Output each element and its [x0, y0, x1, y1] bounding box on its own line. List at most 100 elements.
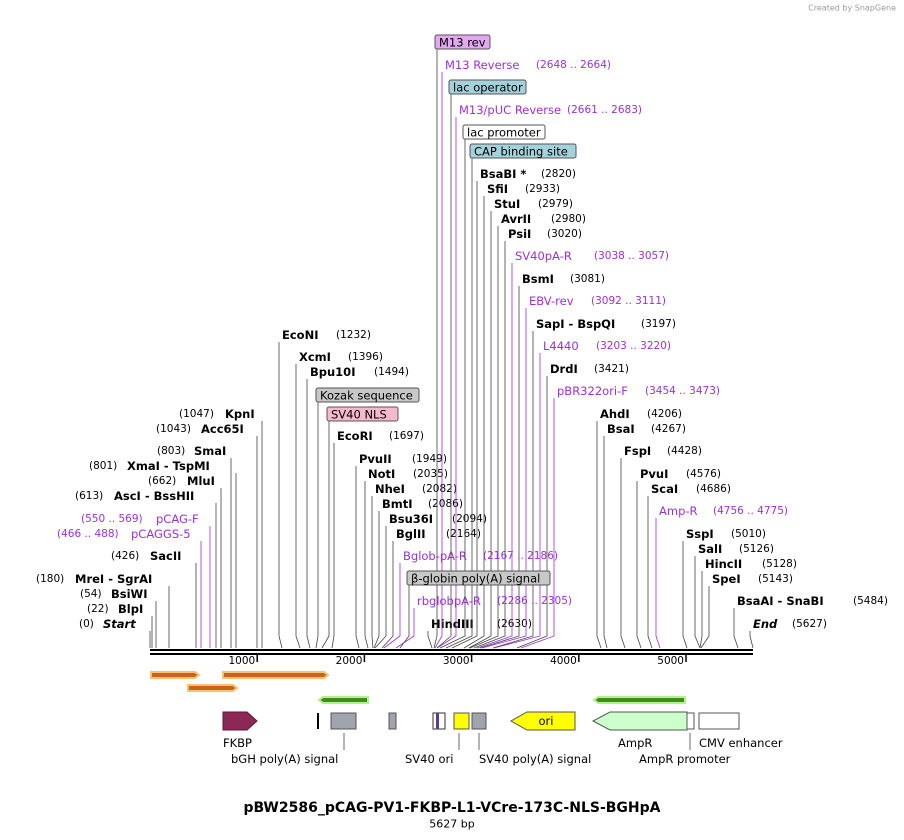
enzyme-name: HincII: [705, 557, 742, 571]
enzyme-position: (1396): [348, 351, 383, 363]
enzyme-position: (5143): [758, 573, 793, 585]
connector: [306, 379, 311, 649]
enzyme-name: SfiI: [487, 182, 508, 196]
connector: [476, 263, 513, 649]
enzyme-name: BglII: [396, 527, 426, 541]
primer-range: (2648 .. 2664): [536, 59, 611, 71]
connector: [700, 586, 710, 649]
ruler-label: 2000: [336, 655, 363, 667]
ruler-line: [150, 653, 753, 655]
connector: [374, 526, 387, 649]
primer-name: EBV-rev: [529, 294, 574, 308]
connector: [516, 376, 548, 649]
enzyme-position: (5627): [792, 618, 827, 630]
connector: [492, 331, 534, 649]
enzyme-position: (2933): [525, 183, 560, 195]
enzyme-name: PvuI: [640, 467, 668, 481]
feature-box: [448, 79, 527, 95]
enzyme-name: NotI: [368, 467, 395, 481]
enzyme-name: Acc65I: [201, 422, 244, 436]
enzyme-position: (2820): [541, 168, 576, 180]
feature-sv40-ori: [453, 712, 470, 730]
ruler-label: 1000: [228, 655, 255, 667]
feature-label: ori: [539, 714, 554, 728]
enzyme-name: Bpu10I: [310, 365, 355, 379]
primer-name: rbglobpA-R: [417, 594, 481, 608]
enzyme-position: (426): [111, 550, 139, 562]
connector: [433, 49, 438, 649]
feature-box-label: lac promoter: [467, 126, 541, 140]
enzyme-position: (1494): [374, 366, 409, 378]
enzyme-name: HindIII: [431, 617, 474, 631]
primer-name: M13 Reverse: [445, 58, 519, 72]
enzyme-position: (4267): [651, 423, 686, 435]
enzyme-name: BsaAI - SnaBI: [737, 594, 824, 608]
feature-ori: [509, 711, 576, 731]
enzyme-position: (5126): [739, 543, 774, 555]
primer-arrow: [150, 671, 201, 679]
enzyme-name: MreI - SgrAI: [75, 572, 152, 586]
primer-range: (466 .. 488): [57, 528, 119, 540]
enzyme-position: (4576): [686, 468, 721, 480]
ruler-label: 4000: [550, 655, 577, 667]
title: pBW2586_pCAG-PV1-FKBP-L1-VCre-173C-NLS-B…: [244, 800, 661, 816]
feature-label: AmpR: [618, 736, 652, 750]
connector: [636, 481, 642, 649]
connector: [395, 608, 415, 649]
feature-label: SV40 poly(A) signal: [479, 752, 591, 766]
enzyme-name: AhdI: [600, 407, 630, 421]
primer-name: Amp-R: [659, 504, 698, 518]
primer-name: M13/pUC Reverse: [459, 103, 561, 117]
enzyme-position: (613): [75, 490, 103, 502]
connector: [381, 541, 394, 649]
connector: [620, 458, 626, 649]
connector: [749, 631, 754, 649]
connector: [468, 211, 492, 649]
enzyme-name: BmtI: [382, 497, 413, 511]
primer-name: L4440: [543, 339, 579, 353]
enzyme-name: KpnI: [225, 407, 255, 421]
enzyme-name: PvuII: [359, 452, 392, 466]
connector: [473, 241, 506, 649]
connector: [647, 496, 653, 649]
watermark: Created by SnapGene: [808, 4, 896, 13]
feature-label: CMV enhancer: [699, 736, 783, 750]
connector: [278, 342, 283, 649]
primer-range: (2661 .. 2683): [567, 104, 642, 116]
enzyme-name: DrdI: [550, 362, 578, 376]
enzyme-position: (1043): [156, 423, 191, 435]
ruler-label: 3000: [443, 655, 470, 667]
enzyme-position: (1047): [179, 408, 214, 420]
connector: [315, 402, 319, 649]
feature-box-label: M13 rev: [439, 36, 486, 50]
enzyme-name: SalI: [698, 542, 722, 556]
enzyme-position: (1232): [336, 329, 371, 341]
enzyme-position: (4206): [647, 408, 682, 420]
enzyme-name: MluI: [187, 474, 215, 488]
feature-cmv: [698, 712, 740, 730]
enzyme-name: End: [753, 617, 778, 631]
enzyme-name: NheI: [375, 482, 405, 496]
feature-ampr-promoter: [686, 712, 695, 730]
connector: [469, 226, 499, 649]
connector: [493, 353, 541, 649]
features-track: [150, 671, 740, 750]
primer-range: (3454 .. 3473): [645, 385, 720, 397]
enzyme-position: (5484): [853, 595, 888, 607]
enzyme-position: (2630): [497, 618, 532, 630]
enzyme-name: AscI - BssHII: [114, 489, 194, 503]
connector: [436, 117, 457, 649]
enzyme-position: (2035): [413, 468, 448, 480]
primer-range: (3092 .. 3111): [591, 295, 666, 307]
connector: [295, 364, 301, 649]
connector: [331, 443, 335, 649]
primer-arrow: [592, 696, 686, 704]
feature-box: [469, 143, 577, 159]
enzyme-position: (3421): [594, 363, 629, 375]
feature-box: [315, 387, 420, 403]
enzyme-position: (1949): [412, 453, 447, 465]
primer-arrow: [317, 696, 369, 704]
connector: [321, 421, 330, 649]
enzyme-position: (2082): [422, 483, 457, 495]
connector: [371, 496, 374, 649]
